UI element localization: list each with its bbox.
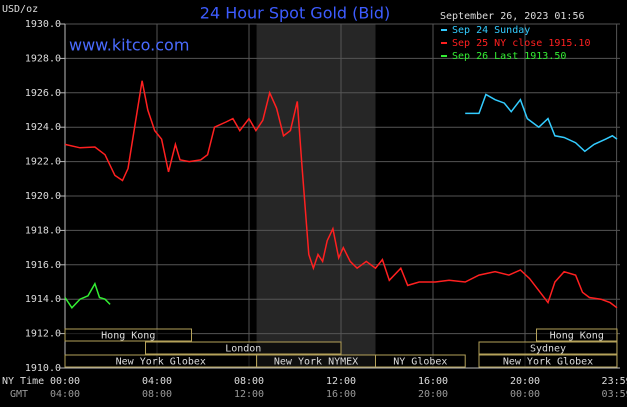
session-label: New York Globex bbox=[116, 357, 206, 368]
session-box bbox=[375, 354, 466, 368]
legend-label: Sep 24 Sunday bbox=[452, 25, 530, 36]
timestamp: September 26, 2023 01:56 bbox=[440, 11, 585, 22]
session-box bbox=[536, 328, 618, 342]
x-tick-label: 12:00 bbox=[326, 376, 356, 387]
y-tick-label: 1910.0 bbox=[25, 363, 61, 374]
x2-tick-label: 16:00 bbox=[326, 389, 356, 400]
price-line bbox=[465, 93, 618, 153]
x2-tick-label: 00:00 bbox=[510, 389, 540, 400]
x2-tick-label: 04:00 bbox=[50, 389, 80, 400]
x-tick-label: 04:00 bbox=[142, 376, 172, 387]
x-axis-label: NY Time bbox=[2, 376, 44, 387]
x-tick-label: 20:00 bbox=[510, 376, 540, 387]
price-line bbox=[64, 80, 618, 309]
legend-label: Sep 25 NY close 1915.10 bbox=[452, 38, 590, 49]
session-label: New York Globex bbox=[503, 357, 593, 368]
x-tick-label: 08:00 bbox=[234, 376, 264, 387]
chart-title: 24 Hour Spot Gold (Bid) bbox=[200, 4, 390, 23]
y-tick-label: 1920.0 bbox=[25, 191, 61, 202]
x-tick-label: 23:59 bbox=[602, 376, 627, 387]
x-tick-label: 16:00 bbox=[418, 376, 448, 387]
session-box bbox=[478, 341, 618, 355]
x2-tick-label: 20:00 bbox=[418, 389, 448, 400]
y-tick-label: 1924.0 bbox=[25, 122, 61, 133]
y-tick-label: 1928.0 bbox=[25, 53, 61, 64]
y-axis-label: USD/oz bbox=[2, 4, 38, 15]
session-label: Hong Kong bbox=[101, 331, 155, 342]
x-tick-label: 00:00 bbox=[50, 376, 80, 387]
y-tick-label: 1914.0 bbox=[25, 294, 61, 305]
session-label: Sydney bbox=[530, 344, 566, 355]
session-box bbox=[145, 341, 342, 355]
y-tick-label: 1922.0 bbox=[25, 157, 61, 168]
x2-tick-label: 08:00 bbox=[142, 389, 172, 400]
watermark: www.kitco.com bbox=[69, 36, 189, 55]
y-tick-label: 1916.0 bbox=[25, 260, 61, 271]
session-label: NY Globex bbox=[393, 357, 447, 368]
y-tick-label: 1918.0 bbox=[25, 225, 61, 236]
session-label: New York NYMEX bbox=[274, 357, 358, 368]
y-tick-label: 1912.0 bbox=[25, 329, 61, 340]
session-label: London bbox=[225, 344, 261, 355]
y-tick-label: 1930.0 bbox=[25, 19, 61, 30]
x2-tick-label: 12:00 bbox=[234, 389, 264, 400]
session-label: Hong Kong bbox=[550, 331, 604, 342]
legend-label: Sep 26 Last 1913.50 bbox=[452, 51, 566, 62]
price-line bbox=[64, 281, 111, 309]
x2-tick-label: 03:59 bbox=[602, 389, 627, 400]
y-tick-label: 1926.0 bbox=[25, 88, 61, 99]
session-box bbox=[64, 328, 192, 342]
session-box bbox=[478, 354, 618, 368]
x2-axis-label: GMT bbox=[10, 389, 28, 400]
